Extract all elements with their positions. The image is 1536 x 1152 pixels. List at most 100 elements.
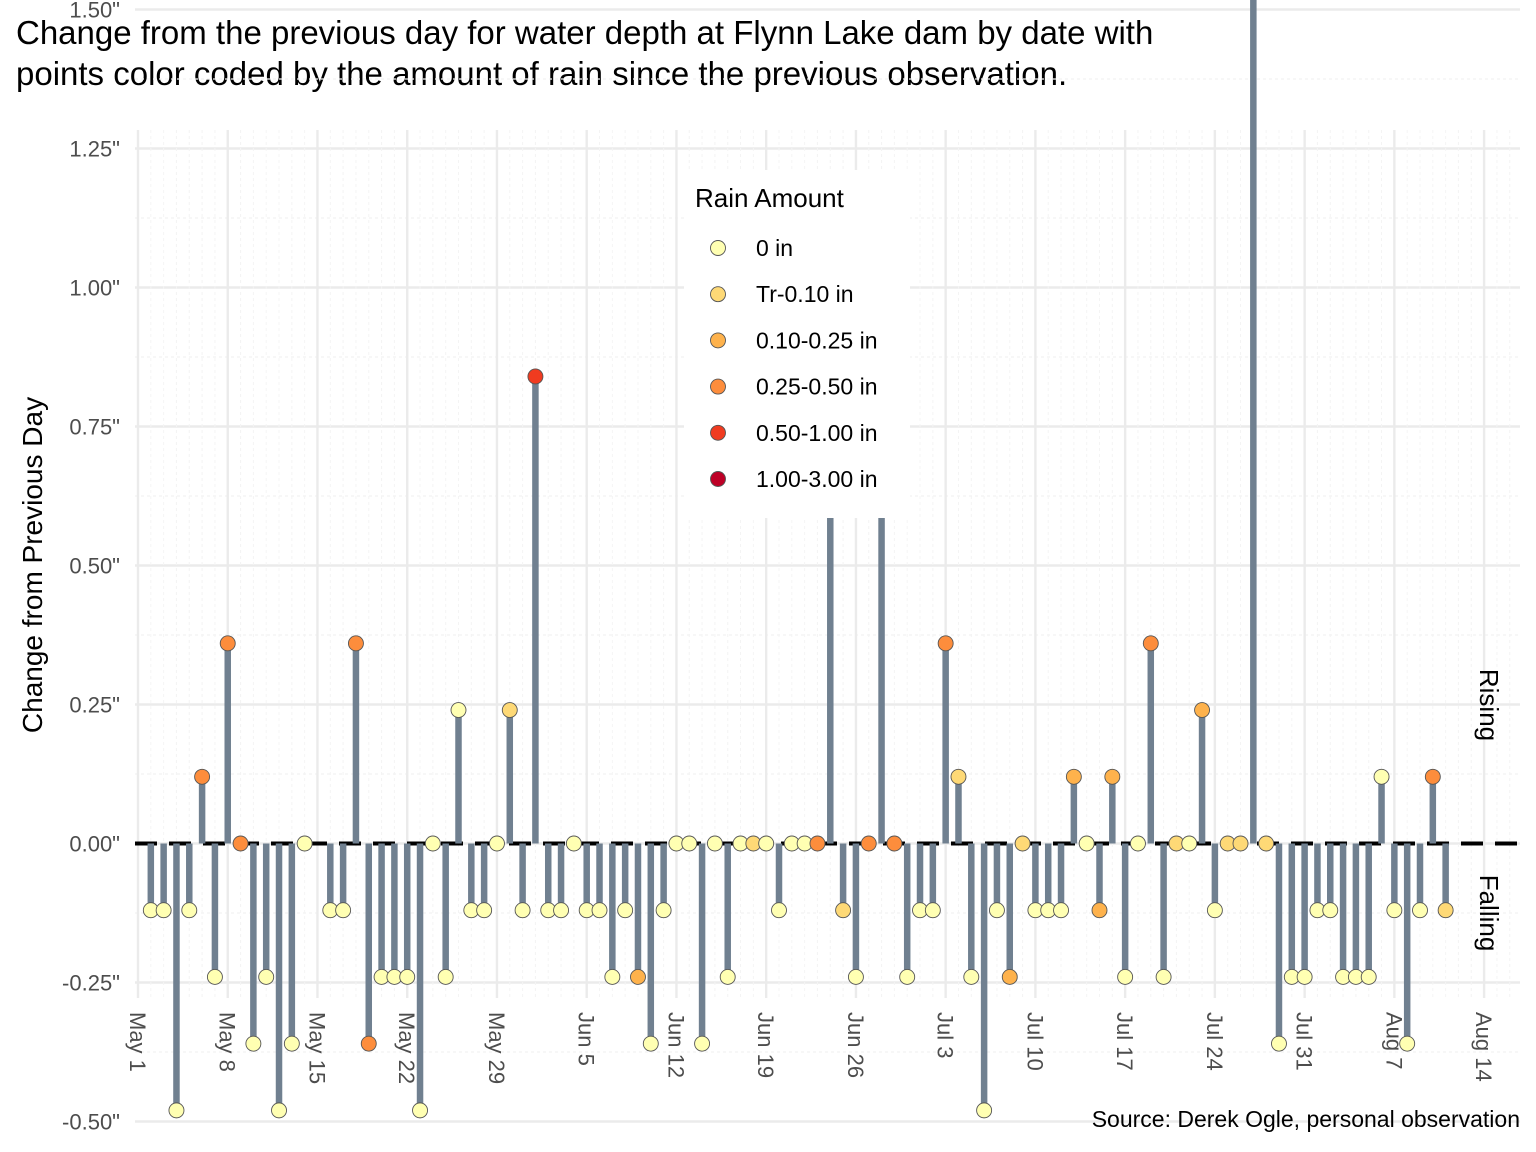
y-tick-label: -0.50" <box>62 1110 120 1135</box>
x-tick-label: May 1 <box>125 1012 150 1072</box>
data-point <box>259 969 274 984</box>
x-tick-label: May 15 <box>304 1012 329 1084</box>
data-point <box>951 769 966 784</box>
x-tick-label: May 8 <box>215 1012 240 1072</box>
data-point <box>451 703 466 718</box>
data-point <box>1118 969 1133 984</box>
data-point <box>477 903 492 918</box>
data-point <box>989 903 1004 918</box>
data-point <box>1002 969 1017 984</box>
legend-label: 0.50-1.00 in <box>756 420 877 446</box>
data-point <box>272 1103 287 1118</box>
data-point <box>195 769 210 784</box>
data-point <box>1054 903 1069 918</box>
data-point <box>656 903 671 918</box>
data-point <box>900 969 915 984</box>
x-tick-label: Jul 17 <box>1112 1012 1137 1071</box>
data-point <box>836 903 851 918</box>
data-point <box>169 1103 184 1118</box>
data-point <box>695 1036 710 1051</box>
legend-label: Tr-0.10 in <box>756 281 854 307</box>
data-point <box>502 703 517 718</box>
x-tick-label: Jul 24 <box>1202 1012 1227 1071</box>
x-tick-label: Aug 14 <box>1471 1012 1496 1082</box>
data-point <box>1207 903 1222 918</box>
data-point <box>810 836 825 851</box>
legend-label: 0.10-0.25 in <box>756 327 877 353</box>
legend-label: 0 in <box>756 235 793 261</box>
lollipop-stems <box>151 0 1446 1110</box>
data-point <box>1425 769 1440 784</box>
data-point <box>413 1103 428 1118</box>
x-tick-label: Jun 12 <box>663 1012 688 1078</box>
data-point <box>759 836 774 851</box>
data-point <box>361 1036 376 1051</box>
x-tick-label: Jun 19 <box>753 1012 778 1078</box>
data-point <box>848 969 863 984</box>
data-point <box>1079 836 1094 851</box>
data-point <box>554 903 569 918</box>
data-point <box>1092 903 1107 918</box>
legend-swatch <box>711 472 726 487</box>
data-point <box>977 1103 992 1118</box>
data-point <box>1297 969 1312 984</box>
data-point <box>925 903 940 918</box>
lollipop-points <box>143 0 1453 1118</box>
data-point <box>1066 769 1081 784</box>
data-point <box>1323 903 1338 918</box>
y-tick-label: 0.75" <box>69 415 120 440</box>
data-point <box>438 969 453 984</box>
data-point <box>1259 836 1274 851</box>
y-tick-label: 0.50" <box>69 554 120 579</box>
data-point <box>566 836 581 851</box>
data-point <box>1438 903 1453 918</box>
y-tick-label: -0.25" <box>62 971 120 996</box>
legend-title: Rain Amount <box>695 183 845 213</box>
y-tick-label: 0.25" <box>69 693 120 718</box>
data-point <box>336 903 351 918</box>
x-tick-label: Aug 7 <box>1381 1012 1406 1070</box>
data-point <box>605 969 620 984</box>
data-point <box>528 369 543 384</box>
falling-label: Falling <box>1474 875 1504 952</box>
x-tick-label: May 29 <box>484 1012 509 1084</box>
data-point <box>1105 769 1120 784</box>
data-point <box>964 969 979 984</box>
data-point <box>1015 836 1030 851</box>
data-point <box>182 903 197 918</box>
data-point <box>630 969 645 984</box>
data-point <box>233 836 248 851</box>
y-axis-ticks: -0.50"-0.25"0.00"0.25"0.50"0.75"1.00"1.2… <box>62 0 120 1135</box>
legend: Rain Amount 0 in Tr-0.10 in 0.10-0.25 in 0.… <box>684 170 910 518</box>
data-point <box>1143 636 1158 651</box>
legend-swatch <box>711 379 726 394</box>
data-point <box>772 903 787 918</box>
x-tick-label: May 22 <box>394 1012 419 1084</box>
legend-label: 0.25-0.50 in <box>756 374 877 400</box>
legend-swatch <box>711 425 726 440</box>
data-point <box>938 636 953 651</box>
rising-label: Rising <box>1474 669 1504 741</box>
data-point <box>1130 836 1145 851</box>
data-point <box>1374 769 1389 784</box>
x-tick-label: Jul 10 <box>1022 1012 1047 1071</box>
data-point <box>156 903 171 918</box>
data-point <box>489 836 504 851</box>
data-point <box>207 969 222 984</box>
x-tick-label: Jun 5 <box>574 1012 599 1066</box>
x-tick-label: Jul 31 <box>1292 1012 1317 1071</box>
x-tick-label: Jun 26 <box>843 1012 868 1078</box>
data-point <box>592 903 607 918</box>
data-point <box>861 836 876 851</box>
data-point <box>246 1036 261 1051</box>
data-point <box>707 836 722 851</box>
data-point <box>1387 903 1402 918</box>
y-tick-label: 1.25" <box>69 137 120 162</box>
data-point <box>220 636 235 651</box>
data-point <box>1182 836 1197 851</box>
y-tick-label: 1.50" <box>69 0 120 23</box>
chart-caption: Source: Derek Ogle, personal observation <box>1092 1106 1520 1133</box>
data-point <box>1271 1036 1286 1051</box>
data-point <box>297 836 312 851</box>
